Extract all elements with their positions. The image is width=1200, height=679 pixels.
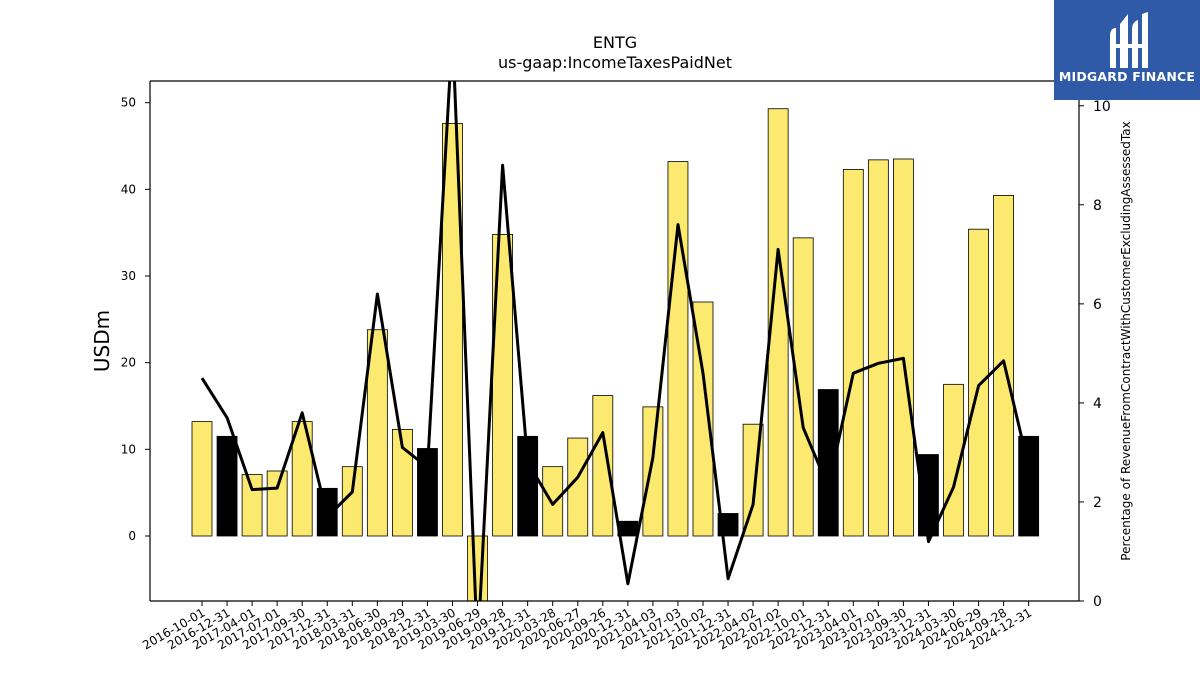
- brand-logo: MIDGARD FINANCE: [1054, 0, 1200, 100]
- bar-2024-06-29: [968, 228, 989, 537]
- chart-subtitle: us-gaap:IncomeTaxesPaidNet: [498, 53, 732, 72]
- y2-tick-label-8: 8: [1093, 198, 1102, 214]
- y-tick-label-0: 0: [128, 529, 136, 543]
- y2-tick-label-0: 0: [1093, 594, 1102, 610]
- chart-title: ENTG: [593, 33, 637, 52]
- y-tick-label-10: 10: [121, 442, 136, 456]
- bar-2017-04-01: [241, 474, 263, 537]
- bar-2023-07-01: [867, 159, 889, 537]
- bar-2024-12-31: [1018, 435, 1040, 537]
- bar-2020-03-28: [542, 466, 564, 537]
- y-tick-label-50: 50: [121, 96, 136, 110]
- y2-tick-label-6: 6: [1093, 297, 1102, 313]
- y2-tick-label-4: 4: [1093, 396, 1102, 412]
- bar-2016-12-31: [216, 435, 238, 537]
- y-tick-label-20: 20: [121, 356, 136, 370]
- y2-tick-label-2: 2: [1093, 495, 1102, 511]
- bar-2021-07-03: [667, 161, 689, 537]
- bar-2023-04-01: [842, 168, 864, 537]
- bar-2022-12-31: [817, 389, 839, 537]
- bar-2016-10-01: [191, 421, 213, 537]
- y2-tick-label-10: 10: [1093, 99, 1111, 115]
- bar-2022-10-01: [792, 237, 814, 537]
- bar-2017-07-01: [266, 470, 288, 537]
- y-tick-label-30: 30: [121, 269, 136, 283]
- line-series-percentage: [200, 81, 1031, 601]
- bar-2023-09-30: [893, 158, 914, 537]
- brand-name: MIDGARD FINANCE: [1058, 69, 1196, 84]
- bar-2021-04-03: [642, 406, 664, 537]
- bar-2020-09-26: [592, 395, 614, 537]
- bar-2018-06-30: [366, 329, 388, 537]
- bar-2021-10-02: [692, 301, 714, 537]
- bar-2019-12-31: [517, 435, 539, 537]
- y-axis-label: USDm: [90, 310, 114, 372]
- bar-2018-03-31: [341, 466, 363, 537]
- midgard-logo-icon: [1110, 12, 1148, 68]
- y2-axis-label: Percentage of RevenueFromContractWithCus…: [1119, 121, 1133, 560]
- bar-2017-09-30: [291, 421, 313, 537]
- y-tick-label-40: 40: [121, 182, 136, 196]
- bar-2019-03-30: [442, 123, 463, 537]
- bar-2018-09-29: [391, 428, 413, 537]
